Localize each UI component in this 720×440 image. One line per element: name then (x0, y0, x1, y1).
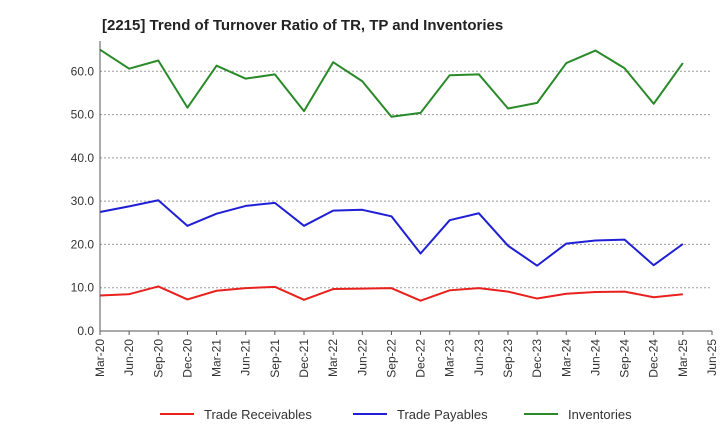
y-tick-label-5: 50.0 (71, 108, 95, 122)
x-tick-label-18: Sep-24 (618, 339, 632, 378)
y-tick-label-1: 10.0 (71, 281, 95, 295)
plot-area: 0.0 10.0 20.0 30.0 40.0 50.0 60.0 Mar-20 Jun-20 S… (71, 41, 719, 378)
x-tick-label-1: Jun-20 (122, 339, 136, 376)
x-tick-label-12: Mar-23 (443, 339, 457, 377)
x-tick-label-20: Mar-25 (676, 339, 690, 377)
y-tick-label-2: 20.0 (71, 237, 95, 251)
series-line-inventories (99, 48, 684, 118)
x-tick-label-10: Sep-22 (384, 339, 398, 378)
y-tick-label-6: 60.0 (71, 64, 95, 78)
x-tick-label-7: Dec-21 (297, 339, 311, 378)
chart-title: [2215] Trend of Turnover Ratio of TR, TP… (102, 17, 503, 34)
x-tick-label-16: Mar-24 (559, 339, 573, 377)
x-tick-label-13: Jun-23 (472, 339, 486, 376)
x-tick-label-9: Jun-22 (355, 339, 369, 376)
y-tick-label-4: 40.0 (71, 151, 95, 165)
x-tick-label-19: Dec-24 (647, 339, 661, 378)
x-tick-label-4: Mar-21 (210, 339, 224, 377)
legend: Trade Receivables Trade Payables Inventori… (160, 407, 632, 422)
x-tick-label-2: Sep-20 (151, 339, 165, 378)
series-line-trade-payables (99, 199, 684, 267)
x-tick-label-21: Jun-25 (705, 339, 719, 376)
x-tick-label-6: Sep-21 (268, 339, 282, 378)
legend-label-inventories: Inventories (568, 407, 632, 422)
x-tick-label-0: Mar-20 (93, 339, 107, 377)
y-tick-label-0: 0.0 (77, 324, 94, 338)
x-tick-label-8: Mar-22 (326, 339, 340, 377)
y-tick-label-3: 30.0 (71, 194, 95, 208)
legend-label-trade-payables: Trade Payables (397, 407, 488, 422)
x-tick-label-17: Jun-24 (588, 339, 602, 376)
x-tick-label-5: Jun-21 (239, 339, 253, 376)
series-line-trade-receivables (99, 285, 683, 302)
legend-label-trade-receivables: Trade Receivables (204, 407, 312, 422)
x-tick-label-15: Dec-23 (530, 339, 544, 378)
x-tick-label-14: Sep-23 (501, 339, 515, 378)
x-tick-label-3: Dec-20 (180, 339, 194, 378)
x-tick-label-11: Dec-22 (414, 339, 428, 378)
